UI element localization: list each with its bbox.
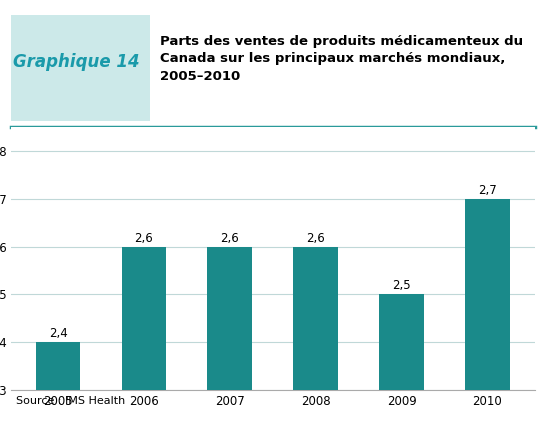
Text: Parts des ventes de produits médicamenteux du
Canada sur les principaux marchés : Parts des ventes de produits médicamente…: [160, 34, 523, 82]
Bar: [122, 247, 166, 390]
Text: 2,5: 2,5: [392, 280, 411, 292]
Text: Source : IMS Health: Source : IMS Health: [16, 396, 125, 406]
Bar: [379, 295, 424, 390]
Text: 2,6: 2,6: [220, 232, 239, 245]
Text: 2,6: 2,6: [134, 232, 153, 245]
Text: Graphique 14: Graphique 14: [14, 53, 140, 71]
Text: 2,7: 2,7: [478, 184, 497, 197]
FancyBboxPatch shape: [11, 15, 150, 121]
Bar: [293, 247, 338, 390]
Text: 2,6: 2,6: [306, 232, 325, 245]
Bar: [36, 342, 80, 390]
Text: 2,4: 2,4: [49, 327, 68, 340]
Bar: [465, 199, 510, 390]
Bar: [207, 247, 252, 390]
